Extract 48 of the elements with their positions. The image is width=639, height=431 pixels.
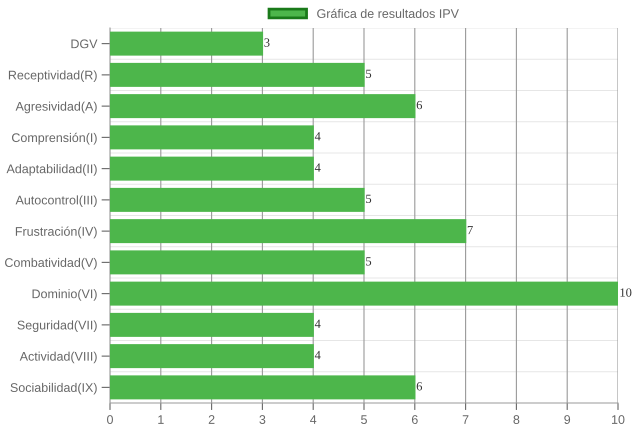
bar [110,62,365,87]
x-tick-label: 4 [310,415,316,424]
bar [110,312,314,337]
x-tick-label: 8 [513,415,520,424]
bar [110,32,264,56]
legend-label: Gráfica de resultados IPV [317,8,459,18]
y-tick-label: Autocontrol(III) [16,195,97,207]
bar [110,156,314,181]
data-label: 6 [416,382,422,391]
data-label: 5 [366,257,372,266]
x-tick-label: 6 [412,415,418,424]
bar [110,125,314,150]
y-tick-label: Dominio(VI) [32,289,97,301]
y-tick-label: Receptividad(R) [8,70,97,82]
data-label: 6 [416,100,422,110]
bar [110,188,365,212]
x-tick-label: 3 [259,415,266,424]
data-label: 4 [314,320,321,328]
data-label: 4 [314,350,321,360]
bar [110,219,466,244]
bar [110,344,314,368]
y-tick-label: Actividad(VIII) [20,352,97,364]
x-tick-label: 10 [612,415,624,424]
data-label: 4 [314,163,321,172]
x-tick-label: 1 [158,415,164,424]
x-tick-label: 7 [462,415,468,424]
y-tick-label: Combatividad(V) [5,258,97,270]
bar [110,94,416,118]
y-tick-label: Seguridad(VII) [17,320,97,332]
x-tick-label: 5 [361,415,367,424]
y-tick-label: Frustración(IV) [16,226,97,238]
x-tick-label: 2 [208,415,214,424]
bar [110,375,416,400]
y-tick-label: Agresividad(A) [16,102,97,114]
y-tick-label: Adaptabilidad(II) [6,164,97,176]
x-tick-label: 0 [107,415,113,424]
data-label: 10 [620,288,632,297]
x-tick-label: 9 [564,415,570,424]
y-tick-label: Sociabilidad(IX) [10,382,97,394]
y-tick-label: DGV [71,39,98,48]
data-label: 5 [366,70,372,78]
bar [110,250,365,274]
bar [110,282,618,306]
data-label: 3 [264,38,270,47]
y-tick-label: Comprensión(I) [12,132,97,145]
data-label: 4 [314,132,321,140]
data-label: 5 [366,194,372,204]
data-label: 7 [468,226,473,234]
